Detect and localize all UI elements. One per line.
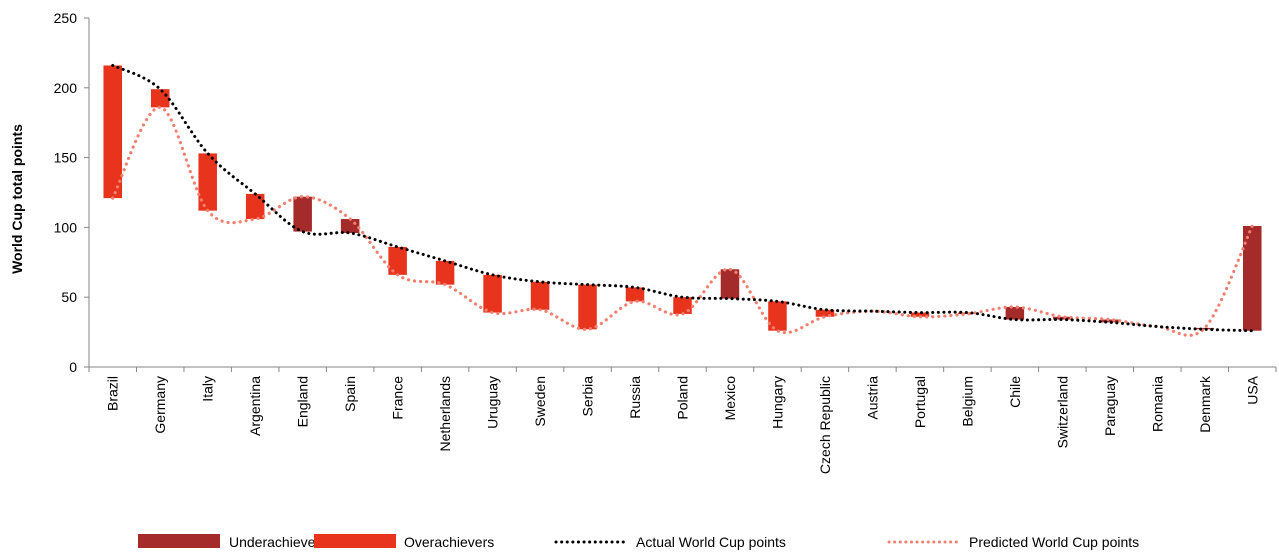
bar-underachiever <box>340 219 360 233</box>
x-tick-label: Austria <box>864 376 880 420</box>
bar-overachiever <box>483 274 502 313</box>
x-tick-labels: Brazil Germany Italy Argentina England Spain F… <box>105 375 1261 474</box>
bar-overachiever <box>435 260 455 285</box>
lines <box>111 63 1254 337</box>
x-tick-label: Argentina <box>247 376 263 436</box>
bar-overachiever <box>245 193 265 220</box>
x-tick-label: Switzerland <box>1054 376 1070 448</box>
legend: Underachievers Overachievers Actual World … <box>138 534 1139 550</box>
x-tick-label: Paraguay <box>1102 376 1118 436</box>
x-tick-label: Russia <box>627 376 643 419</box>
bar-underachiever <box>1243 226 1262 331</box>
y-axis-label: World Cup total points <box>9 124 25 274</box>
x-tick-label: Portugal <box>912 376 928 428</box>
bar-overachiever <box>578 284 597 330</box>
bar-underachiever <box>1100 319 1120 323</box>
x-tick-label: Spain <box>342 376 358 412</box>
legend-label: Underachievers <box>229 534 327 550</box>
x-tick-label: Hungary <box>769 376 785 429</box>
x-tick-label: Romania <box>1149 376 1165 432</box>
x-tick-label: Germany <box>152 376 168 434</box>
x-tick-label: Uruguay <box>485 376 501 429</box>
axes <box>84 17 1277 372</box>
y-tick-label: 250 <box>54 10 78 26</box>
x-tick-label: Belgium <box>959 376 975 427</box>
bar-overachiever <box>530 281 550 310</box>
x-tick-label: Netherlands <box>437 376 453 452</box>
x-tick-label: Serbia <box>580 376 596 417</box>
bar-overachiever <box>198 153 217 211</box>
x-tick-label: Poland <box>675 376 691 420</box>
y-tick-label: 100 <box>54 219 78 235</box>
x-tick-label: Sweden <box>532 376 548 427</box>
bar-overachiever <box>103 65 122 199</box>
legend-swatch-underachievers <box>138 534 220 548</box>
bar-underachiever <box>1195 327 1215 330</box>
y-tick-label: 200 <box>54 80 78 96</box>
legend-swatch-overachievers <box>314 534 396 548</box>
y-tick-label: 0 <box>69 359 77 375</box>
x-tick-label: Denmark <box>1197 375 1213 433</box>
bar-underachiever <box>720 269 740 299</box>
bar-overachiever <box>815 309 835 317</box>
x-tick-label: France <box>390 376 406 420</box>
x-tick-label: Chile <box>1007 376 1023 408</box>
bar-underachiever <box>1053 316 1072 320</box>
x-tick-label: Italy <box>200 376 216 402</box>
y-tick-label: 50 <box>61 289 77 305</box>
bar-overachiever <box>768 301 787 331</box>
x-tick-label: Czech Republic <box>817 376 833 474</box>
bar-underachiever <box>293 196 312 232</box>
bar-overachiever <box>910 312 930 317</box>
legend-label: Overachievers <box>404 534 494 550</box>
bar-overachiever <box>625 287 645 302</box>
x-tick-label: England <box>295 376 311 427</box>
legend-label: Predicted World Cup points <box>969 534 1139 550</box>
bars <box>103 65 1262 331</box>
bar-underachiever <box>1005 306 1025 320</box>
x-tick-label: Mexico <box>722 376 738 421</box>
y-tick-label: 150 <box>54 150 78 166</box>
legend-label: Actual World Cup points <box>636 534 786 550</box>
actual-points-line <box>111 63 1254 333</box>
bar-overachiever <box>150 89 170 108</box>
x-tick-label: USA <box>1244 375 1260 404</box>
predicted-points-line <box>111 105 1254 337</box>
bar-overachiever <box>388 246 407 275</box>
x-tick-label: Brazil <box>105 376 121 411</box>
y-tick-labels: 0 50 100 150 200 250 <box>54 10 78 375</box>
